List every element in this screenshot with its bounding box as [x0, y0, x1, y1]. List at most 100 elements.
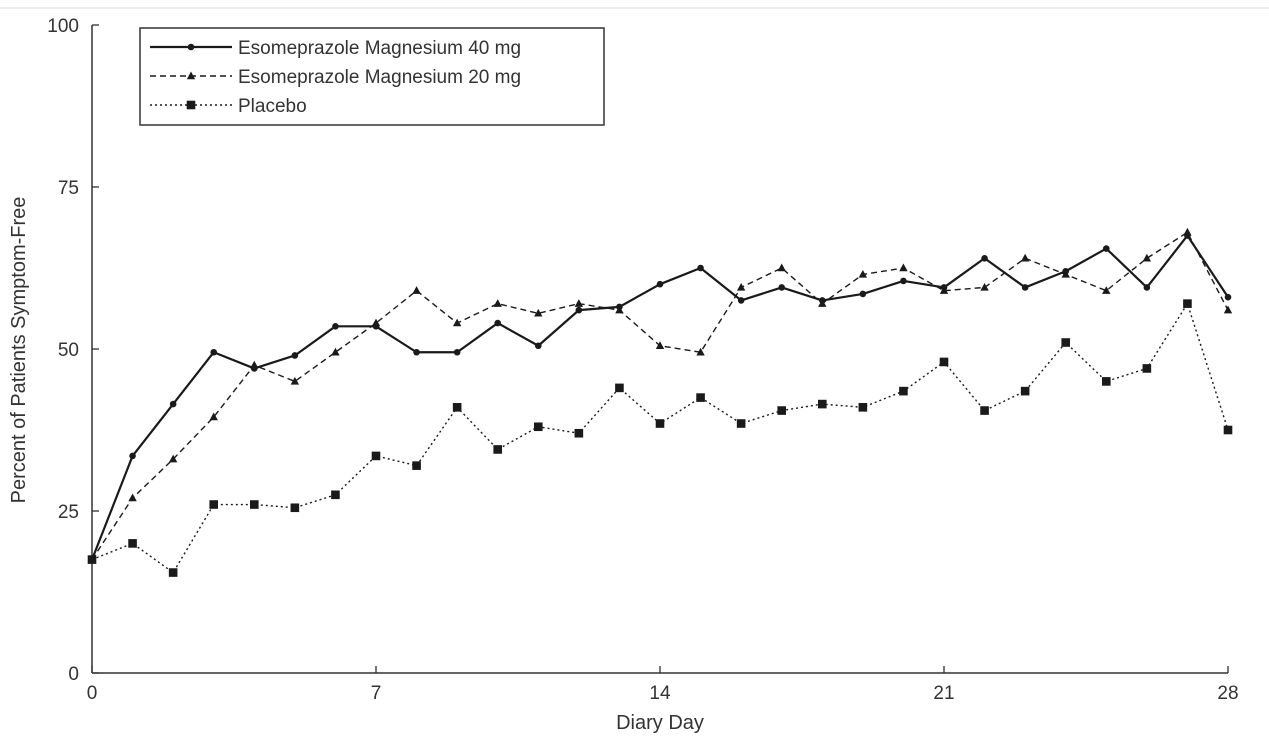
- data-point: [412, 286, 421, 294]
- data-point: [1020, 386, 1030, 396]
- data-point: [533, 422, 543, 432]
- data-point: [981, 254, 988, 262]
- data-point: [169, 400, 177, 408]
- y-axis-title: Percent of Patients Symptom-Free: [8, 197, 30, 504]
- legend-label: Placebo: [238, 96, 307, 117]
- legend: Esomeprazole Magnesium 40 mg Esomeprazole…: [139, 27, 605, 126]
- x-tick-label: 14: [649, 683, 671, 704]
- data-point: [128, 539, 137, 548]
- y-tick-label: 0: [68, 664, 79, 685]
- y-tick-label: 100: [47, 16, 79, 37]
- data-point: [371, 451, 381, 461]
- data-point: [1101, 377, 1111, 386]
- data-point: [209, 500, 219, 509]
- data-point: [980, 282, 989, 291]
- data-point: [494, 319, 502, 327]
- data-point: [209, 412, 218, 421]
- data-point: [1102, 245, 1110, 252]
- data-point: [1183, 299, 1192, 308]
- data-point: [291, 352, 299, 359]
- series-1: [88, 232, 1232, 563]
- data-point: [655, 419, 665, 428]
- data-point: [858, 403, 868, 412]
- legend-item: Esomeprazole Magnesium 40 mg: [150, 38, 521, 59]
- data-point: [1223, 305, 1233, 314]
- data-point: [736, 282, 746, 291]
- legend-label: Esomeprazole Magnesium 40 mg: [238, 38, 521, 59]
- data-point: [777, 263, 786, 272]
- data-point: [575, 306, 583, 314]
- x-tick-label: 7: [371, 683, 382, 704]
- data-point: [332, 323, 339, 330]
- x-axis-title: Diary Day: [616, 712, 704, 734]
- data-point: [452, 403, 462, 412]
- data-point: [1224, 293, 1232, 301]
- data-point: [413, 348, 420, 356]
- data-point: [534, 342, 542, 350]
- data-point: [250, 360, 259, 369]
- data-point: [899, 386, 908, 396]
- data-point: [371, 318, 381, 327]
- data-point: [452, 318, 462, 327]
- data-point: [737, 297, 745, 304]
- legend-marker: [187, 43, 195, 51]
- data-point: [168, 568, 178, 577]
- data-point: [939, 286, 949, 294]
- data-point: [656, 280, 664, 288]
- data-point: [1223, 425, 1233, 435]
- data-point: [697, 264, 704, 272]
- data-point: [1142, 253, 1152, 262]
- x-tick-label: 21: [933, 683, 954, 704]
- legend-marker: [186, 71, 196, 80]
- legend-item: Esomeprazole Magnesium 20 mg: [150, 67, 521, 88]
- data-point: [290, 376, 300, 385]
- data-point: [168, 454, 178, 463]
- data-point: [1061, 269, 1070, 278]
- data-point: [736, 419, 746, 428]
- data-point: [858, 269, 868, 278]
- legend-items: Esomeprazole Magnesium 40 mg Esomeprazole…: [150, 38, 521, 117]
- data-point: [1183, 227, 1192, 236]
- data-point: [899, 263, 908, 272]
- data-point: [696, 347, 705, 356]
- data-point: [859, 290, 867, 298]
- series-3: [87, 299, 1233, 577]
- data-point: [778, 284, 786, 291]
- series-2: [87, 227, 1233, 563]
- data-point: [1020, 253, 1030, 262]
- data-point: [129, 452, 136, 460]
- legend-marker: [186, 100, 196, 110]
- data-point: [615, 305, 624, 314]
- data-point: [493, 445, 503, 454]
- data-point: [939, 357, 949, 367]
- data-point: [290, 503, 300, 513]
- data-point: [574, 299, 584, 307]
- data-point: [1061, 338, 1071, 347]
- data-point: [1021, 284, 1029, 291]
- legend-item: Placebo: [150, 96, 307, 117]
- y-tick-label: 25: [58, 502, 79, 523]
- data-point: [818, 299, 827, 307]
- series-layer: [87, 227, 1233, 577]
- data-point: [331, 347, 340, 356]
- data-point: [1143, 284, 1151, 291]
- data-point: [453, 348, 461, 356]
- y-tick-label: 50: [58, 340, 79, 361]
- data-point: [331, 490, 340, 500]
- data-point: [87, 555, 97, 564]
- data-point: [696, 393, 705, 402]
- plot-area: 0 25 50 75 100 0 7 14 21 28: [47, 16, 1238, 704]
- data-point: [615, 383, 624, 393]
- x-tick-label: 0: [87, 683, 98, 704]
- data-point: [534, 308, 543, 317]
- data-point: [1142, 364, 1152, 373]
- data-point: [655, 341, 665, 349]
- data-point: [249, 500, 259, 509]
- data-point: [574, 428, 584, 438]
- data-point: [493, 299, 502, 307]
- data-point: [412, 461, 421, 470]
- x-tick-label: 28: [1217, 683, 1238, 704]
- data-point: [128, 493, 137, 502]
- legend-box: [139, 27, 605, 126]
